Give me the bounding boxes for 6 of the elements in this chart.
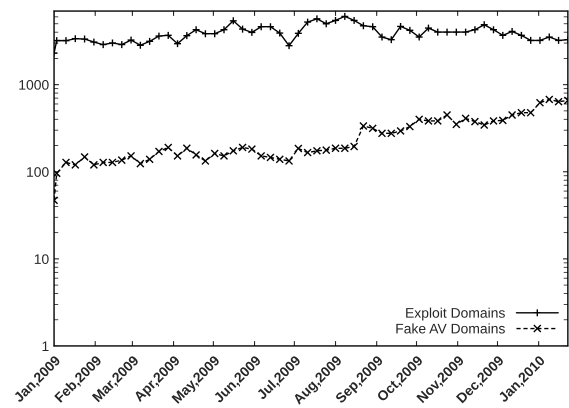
y-tick-label: 100 — [27, 167, 49, 177]
legend-label: Fake AV Domains — [396, 323, 505, 334]
legend-label: Exploit Domains — [406, 308, 505, 321]
y-tick-label: 1 — [42, 341, 49, 352]
y-tick-label: 10 — [34, 254, 49, 264]
y-tick-label: 1000 — [19, 80, 49, 90]
